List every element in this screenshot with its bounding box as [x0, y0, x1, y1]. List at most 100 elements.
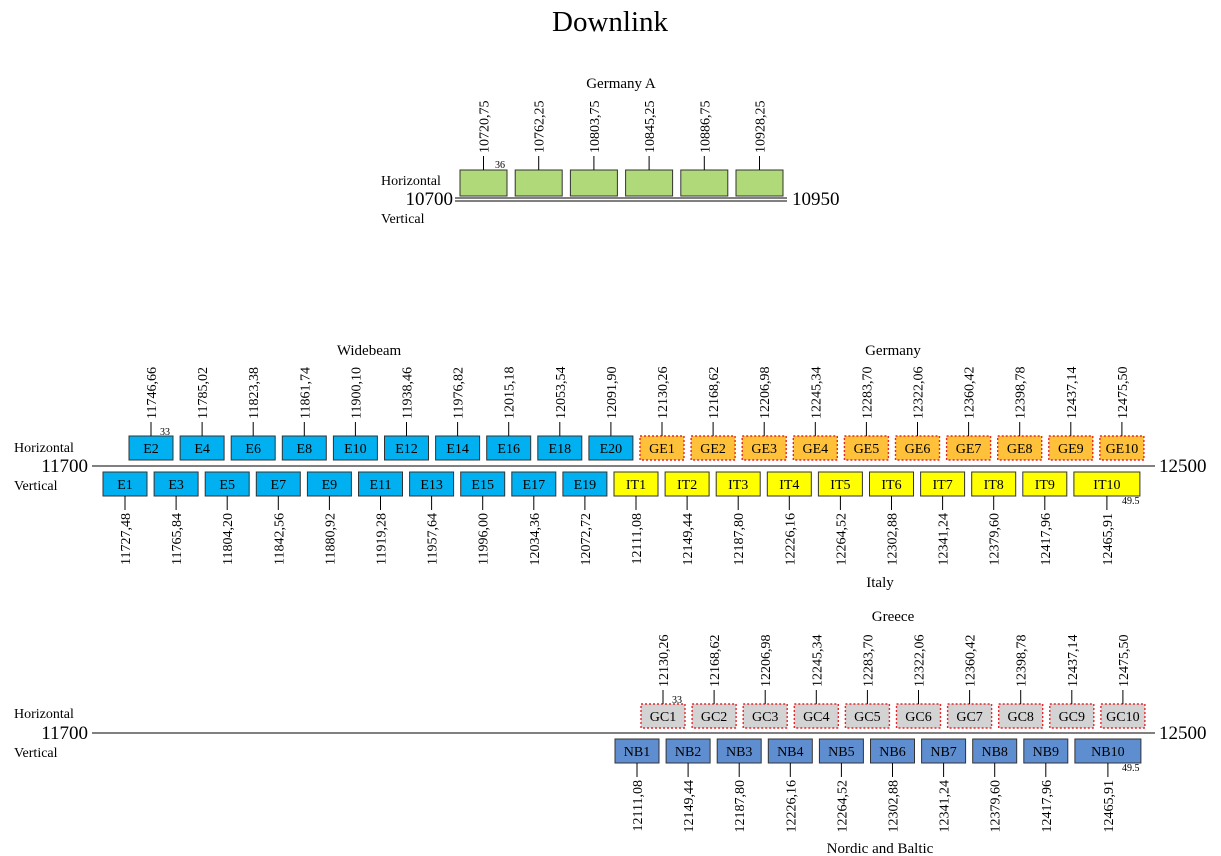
transponder-label-ge6: GE6 [905, 442, 931, 457]
germany-label: Germany [865, 343, 921, 359]
freq-label-it10: 12465,91 [1101, 513, 1116, 566]
transponder-e19: E19 12072,72 [562, 471, 608, 566]
freq-label-ge2: 12168,62 [707, 367, 722, 420]
transponder-label-e10: E10 [344, 442, 367, 457]
freq-label-e7: 11842,56 [272, 513, 287, 565]
transponder-box-gc2 [691, 703, 737, 729]
transponder-box-nb7 [921, 738, 967, 764]
transponder-label-nb5: NB5 [828, 745, 854, 760]
transponder-label-e4: E4 [194, 442, 210, 457]
transponder-box-ga1 [459, 169, 508, 197]
transponder-label-e11: E11 [369, 478, 391, 493]
transponder-box-e1 [102, 471, 148, 497]
transponder-nb8: NB8 12379,60 [972, 738, 1018, 833]
transponder-label-gc3: GC3 [752, 710, 778, 725]
transponder-e20: E20 12091,90 [588, 367, 634, 461]
transponder-nb1: NB1 12111,08 [614, 738, 660, 831]
freq-label-nb4: 12226,16 [784, 780, 799, 833]
transponder-box-it9 [1022, 471, 1068, 497]
freq-label-gc10: 12475,50 [1117, 635, 1132, 688]
freq-label-e13: 11957,64 [426, 513, 441, 565]
transponder-label-e9: E9 [322, 478, 338, 493]
freq-label-e3: 11765,84 [170, 513, 185, 565]
greece-start-freq: 11700 [41, 723, 88, 744]
transponder-label-e15: E15 [471, 478, 494, 493]
transponder-ge7: GE7 12360,42 [945, 367, 992, 461]
freq-label-nb5: 12264,52 [835, 780, 850, 833]
transponder-box-gc10 [1100, 703, 1146, 729]
transponder-it9: IT9 12417,96 [1022, 471, 1068, 566]
freq-label-nb2: 12149,44 [682, 780, 697, 833]
freq-label-ge1: 12130,26 [656, 367, 671, 420]
transponder-box-ge7 [945, 435, 992, 461]
transponder-label-it3: IT3 [728, 478, 748, 493]
main-transponders: E2 11746,66 E4 11785,02 E6 11823,38 E8 11861,74… [102, 367, 1145, 566]
transponder-label-e19: E19 [574, 478, 597, 493]
transponder-ge6: GE6 12322,06 [894, 367, 941, 461]
main-section: Widebeam Germany Italy Horizontal Vertic… [14, 343, 1207, 591]
transponder-gc1: GC1 12130,26 [640, 635, 686, 729]
greece-bandwidth-note-top: 33 [672, 695, 682, 706]
transponder-e13: E13 11957,64 [409, 471, 455, 565]
freq-label-gc8: 12398,78 [1015, 635, 1030, 688]
transponder-nb4: NB4 12226,16 [767, 738, 813, 833]
transponder-nb2: NB2 12149,44 [665, 738, 711, 833]
transponder-label-ge2: GE2 [700, 442, 726, 457]
transponder-label-ge1: GE1 [649, 442, 675, 457]
transponder-gc8: GC8 12398,78 [998, 635, 1044, 729]
freq-label-e20: 12091,90 [605, 367, 620, 420]
transponder-label-ge10: GE10 [1106, 442, 1139, 457]
freq-label-e9: 11880,92 [323, 513, 338, 565]
germany-a-end-freq: 10950 [792, 189, 840, 210]
greece-label: Greece [872, 609, 915, 625]
transponder-e14: E14 11976,82 [435, 367, 481, 461]
greece-horizontal-label: Horizontal [14, 707, 74, 722]
transponder-label-e6: E6 [245, 442, 261, 457]
transponder-box-nb3 [716, 738, 762, 764]
transponder-e16: E16 12015,18 [486, 367, 532, 461]
transponder-label-ge5: GE5 [854, 442, 880, 457]
transponder-label-nb3: NB3 [726, 745, 752, 760]
transponder-ga5: 10886,75 [680, 101, 729, 197]
freq-label-gc7: 12360,42 [964, 635, 979, 688]
transponder-label-gc8: GC8 [1007, 710, 1033, 725]
freq-label-e4: 11785,02 [196, 367, 211, 419]
transponder-ge9: GE9 12437,14 [1048, 367, 1094, 461]
transponder-box-it6 [869, 471, 914, 497]
nordic-baltic-label: Nordic and Baltic [827, 841, 934, 856]
transponder-box-it4 [766, 471, 812, 497]
freq-label-e15: 11996,00 [477, 513, 492, 565]
transponder-label-nb4: NB4 [777, 745, 803, 760]
transponder-label-nb8: NB8 [981, 745, 1007, 760]
transponder-it1: IT1 12111,08 [613, 471, 659, 564]
freq-label-ge3: 12206,98 [758, 367, 773, 420]
transponder-box-e3 [153, 471, 199, 497]
transponder-it5: IT5 12264,52 [817, 471, 863, 566]
transponder-box-nb6 [870, 738, 915, 764]
transponder-it2: IT2 12149,44 [664, 471, 710, 566]
freq-label-e14: 11976,82 [452, 367, 467, 419]
freq-label-ge7: 12360,42 [963, 367, 978, 420]
freq-label-gc5: 12283,70 [861, 635, 876, 688]
transponder-e15: E15 11996,00 [460, 471, 506, 565]
transponder-box-ge10 [1099, 435, 1145, 461]
transponder-box-e14 [435, 435, 481, 461]
freq-label-ge9: 12437,14 [1065, 367, 1080, 420]
main-start-freq: 11700 [41, 456, 88, 477]
transponder-nb6: NB6 12302,88 [870, 738, 915, 833]
transponder-ge3: GE3 12206,98 [741, 367, 787, 461]
transponder-gc7: GC7 12360,42 [946, 635, 993, 729]
transponder-label-gc7: GC7 [956, 710, 982, 725]
freq-label-it1: 12111,08 [630, 513, 645, 564]
transponder-box-e12 [384, 435, 429, 461]
transponder-nb10: NB10 12465,91 [1074, 738, 1142, 833]
freq-label-e16: 12015,18 [503, 367, 518, 420]
freq-label-e2: 11746,66 [145, 367, 160, 419]
freq-label-nb6: 12302,88 [887, 780, 902, 833]
germany-a-transponders: 10720,75 10762,25 10803,75 10845,25 10886,75… [459, 101, 784, 197]
main-horizontal-label: Horizontal [14, 441, 74, 456]
freq-label-nb7: 12341,24 [938, 780, 953, 833]
transponder-label-nb9: NB9 [1033, 745, 1059, 760]
greece-end-freq: 12500 [1159, 723, 1207, 744]
